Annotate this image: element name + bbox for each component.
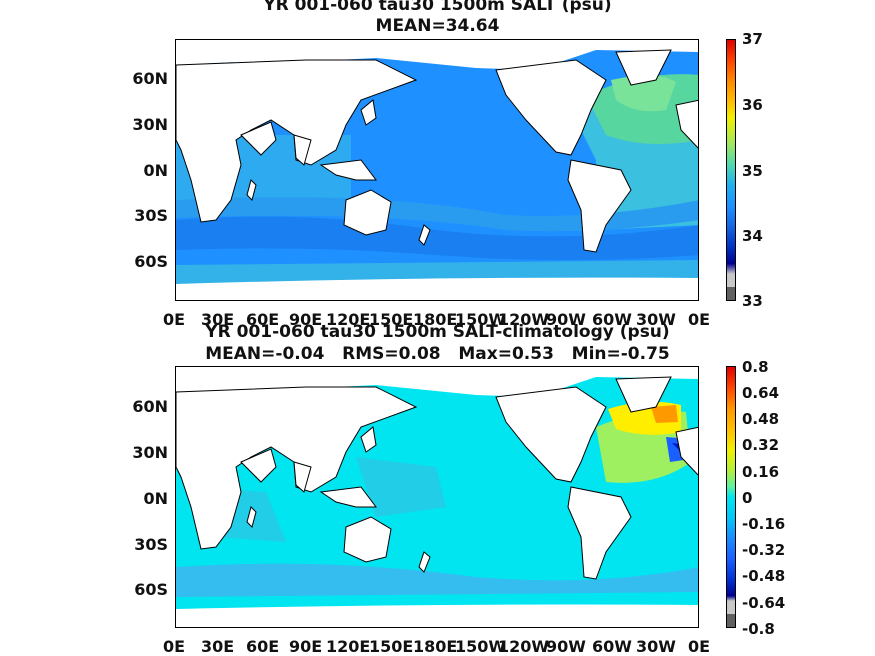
panel1-lon-tick-8: 120W: [498, 310, 550, 329]
panel1-title-line1: YR 001-060 tau30 1500m SALT (psu): [263, 0, 612, 15]
panel2-colorbar-label-10: -0.8: [742, 620, 775, 638]
panel2-colorbar-label-1: 0.64: [742, 384, 780, 402]
panel1-lat-tick-0: 60N: [132, 69, 168, 88]
panel2-lon-tick-7: 150W: [455, 637, 507, 656]
panel1-lon-tick-3: 90E: [289, 310, 323, 329]
panel2-lon-tick-12: 0E: [688, 637, 711, 656]
panel2-colorbar: [726, 366, 736, 628]
panel1-colorbar-label-1: 36: [742, 96, 763, 114]
panel2-lon-tick-3: 90E: [289, 637, 323, 656]
panel2-colorbar-label-6: -0.16: [742, 515, 786, 533]
panel1-colorbar-label-0: 37: [742, 30, 763, 48]
panel1-lon-tick-0: 0E: [163, 310, 186, 329]
panel2-lon-tick-1: 30E: [201, 637, 235, 656]
panel1-map: [175, 39, 699, 301]
panel2-colorbar-label-3: 0.32: [742, 436, 780, 454]
panel2-lat-tick-3: 30S: [134, 535, 168, 554]
panel2-lat-tick-1: 30N: [132, 443, 168, 462]
panel2-lon-tick-0: 0E: [163, 637, 186, 656]
panel1-colorbar-label-3: 34: [742, 227, 763, 245]
panel2-lon-tick-4: 120E: [326, 637, 371, 656]
panel1-lon-tick-5: 150E: [369, 310, 414, 329]
panel2-colorbar-label-5: 0: [742, 489, 753, 507]
panel1-lon-tick-6: 180E: [413, 310, 458, 329]
panel2-lon-tick-5: 150E: [369, 637, 414, 656]
panel2-colorbar-label-4: 0.16: [742, 463, 780, 481]
panel2-lat-tick-0: 60N: [132, 397, 168, 416]
panel1-lon-tick-7: 150W: [455, 310, 507, 329]
panel2-colorbar-label-8: -0.48: [742, 567, 786, 585]
panel2-lon-tick-10: 60W: [592, 637, 632, 656]
panel2-map: [175, 366, 699, 628]
panel1-lon-tick-9: 90W: [546, 310, 586, 329]
panel2-colorbar-label-9: -0.64: [742, 594, 786, 612]
panel2-colorbar-label-0: 0.8: [742, 358, 769, 376]
panel1-title-line2: MEAN=34.64: [375, 16, 500, 36]
panel2-lon-tick-9: 90W: [546, 637, 586, 656]
panel1-colorbar-label-2: 35: [742, 162, 763, 180]
panel1-lon-tick-4: 120E: [326, 310, 371, 329]
panel1-lon-tick-10: 60W: [592, 310, 632, 329]
panel1-lat-tick-3: 30S: [134, 206, 168, 225]
panel2-title-line1: YR 001-060 tau30 1500m SALT-climatology …: [205, 322, 670, 342]
panel2-lat-tick-2: 0N: [143, 489, 168, 508]
panel2-lon-tick-8: 120W: [498, 637, 550, 656]
panel1-colorbar-label-4: 33: [742, 292, 763, 310]
panel2-colorbar-label-2: 0.48: [742, 410, 780, 428]
panel1-lat-tick-4: 60S: [134, 252, 168, 271]
panel1-lon-tick-12: 0E: [688, 310, 711, 329]
panel1-colorbar: [726, 39, 736, 301]
panel2-colorbar-label-7: -0.32: [742, 541, 786, 559]
panel1-lon-tick-11: 30W: [636, 310, 676, 329]
panel1-lat-tick-1: 30N: [132, 115, 168, 134]
panel2-title-line2: MEAN=-0.04 RMS=0.08 Max=0.53 Min=-0.75: [205, 344, 670, 364]
panel2-lat-tick-4: 60S: [134, 580, 168, 599]
panel2-lon-tick-2: 60E: [246, 637, 280, 656]
panel1-lon-tick-2: 60E: [246, 310, 280, 329]
panel1-lat-tick-2: 0N: [143, 161, 168, 180]
panel2-lon-tick-6: 180E: [413, 637, 458, 656]
panel1-lon-tick-1: 30E: [201, 310, 235, 329]
panel2-lon-tick-11: 30W: [636, 637, 676, 656]
